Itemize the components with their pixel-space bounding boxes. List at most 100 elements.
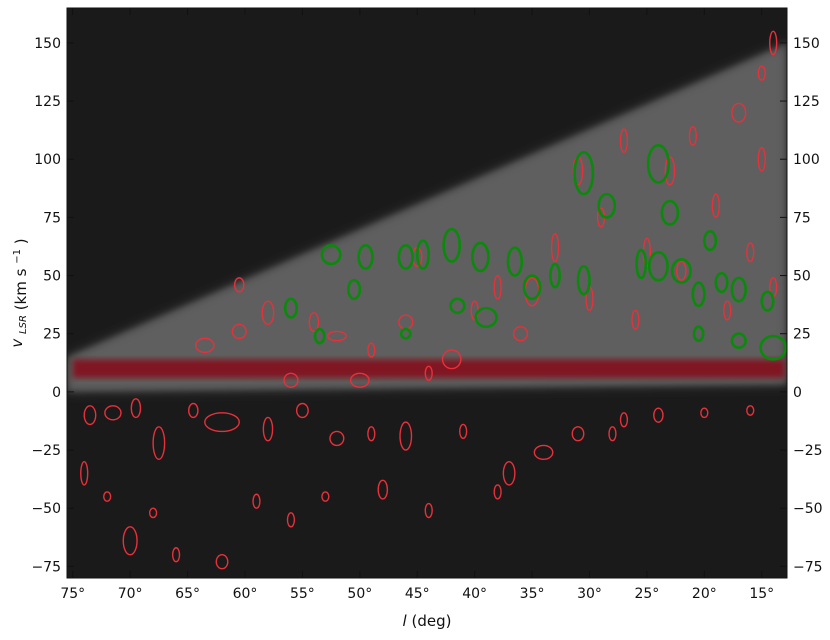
y-tick-label-left: 125 <box>34 94 61 110</box>
red-cloud-ellipse <box>619 128 629 153</box>
green-cloud-ellipse <box>442 227 462 263</box>
red-cloud-ellipse <box>321 491 330 502</box>
red-cloud-ellipse <box>757 65 766 81</box>
y-tick-label-left: 50 <box>43 269 61 285</box>
y-tick-label-right: 50 <box>793 269 811 285</box>
x-tick-label: 35° <box>520 586 545 602</box>
green-cloud-ellipse <box>283 297 298 319</box>
green-cloud-ellipse <box>449 297 466 315</box>
red-cloud-ellipse <box>424 502 433 519</box>
red-cloud-ellipse <box>80 460 89 486</box>
red-cloud-ellipse <box>512 326 529 342</box>
red-cloud-ellipse <box>329 430 345 447</box>
y-tick-label-right: −50 <box>793 501 823 517</box>
red-cloud-ellipse <box>664 156 676 186</box>
red-cloud-ellipse <box>619 412 629 428</box>
green-cloud-ellipse <box>759 334 787 361</box>
y-tick-label-left: 0 <box>52 385 61 401</box>
green-cloud-ellipse <box>730 276 747 303</box>
red-cloud-ellipse <box>152 426 166 461</box>
x-tick-label: 20° <box>692 586 717 602</box>
x-tick-label: 40° <box>462 586 487 602</box>
y-axis-label: v LSR (km s −1 ) <box>6 238 30 347</box>
red-cloud-ellipse <box>571 426 585 442</box>
red-cloud-ellipse <box>122 526 138 556</box>
red-cloud-ellipse <box>261 300 275 326</box>
green-cloud-ellipse <box>635 248 648 280</box>
x-tick-label: 15° <box>749 586 774 602</box>
green-cloud-ellipse <box>573 150 595 196</box>
green-cloud-ellipse <box>399 327 412 340</box>
x-tick-label: 55° <box>290 586 315 602</box>
y-tick-label-right: 125 <box>793 94 820 110</box>
red-cloud-ellipse <box>533 444 554 461</box>
red-cloud-ellipse <box>286 512 296 528</box>
red-cloud-ellipse <box>769 30 778 56</box>
y-tick-label-right: 25 <box>793 327 811 343</box>
red-cloud-ellipse <box>757 146 766 172</box>
axis-ticks: 75° 70° 65° 60° 55° 50° 45° 40° 35° 30° 25° 20° 15° −… <box>31 8 823 602</box>
green-cloud-ellipse <box>471 241 490 273</box>
green-cloud-ellipse <box>691 281 706 308</box>
bright-emission-ridge <box>72 359 785 378</box>
red-cloud-ellipse <box>130 398 142 419</box>
green-cloud-ellipse <box>760 290 775 312</box>
red-cloud-ellipse <box>194 337 215 354</box>
red-cloud-ellipse <box>231 323 247 340</box>
red-cloud-ellipse <box>326 330 347 342</box>
red-cloud-ellipse <box>215 554 229 570</box>
red-cloud-ellipse <box>188 402 199 419</box>
green-cloud-ellipse <box>714 271 729 294</box>
green-cloud-ellipse <box>730 332 747 349</box>
red-cloud-ellipse <box>104 405 122 421</box>
green-cloud-ellipse <box>576 264 591 296</box>
x-axis-label: l (deg) <box>403 612 452 630</box>
y-tick-label-left: 75 <box>43 210 61 226</box>
x-tick-label: 50° <box>347 586 372 602</box>
plot-frame <box>66 7 788 579</box>
red-cloud-ellipse <box>731 102 747 123</box>
red-cloud-ellipse <box>252 493 261 509</box>
green-cloud-ellipse <box>703 230 718 252</box>
green-cloud-ellipse <box>670 257 692 284</box>
red-cloud-ellipses <box>80 30 778 570</box>
red-cloud-ellipse <box>308 312 320 333</box>
green-cloud-ellipses <box>283 143 787 361</box>
y-tick-label-left: 25 <box>43 327 61 343</box>
red-cloud-ellipse <box>700 407 709 419</box>
green-cloud-ellipse <box>522 274 542 301</box>
green-cloud-ellipse <box>320 244 342 266</box>
red-cloud-ellipse <box>688 125 697 146</box>
y-tick-label-right: −75 <box>793 559 823 575</box>
red-cloud-ellipse <box>424 365 433 381</box>
red-cloud-ellipse <box>676 260 687 281</box>
red-cloud-ellipse <box>723 300 732 321</box>
red-cloud-ellipse <box>493 274 502 300</box>
green-cloud-ellipse <box>647 250 669 282</box>
y-tick-label-left: −25 <box>31 443 61 459</box>
green-cloud-ellipse <box>415 239 431 270</box>
red-cloud-ellipse <box>550 232 560 263</box>
emission-map <box>67 42 787 392</box>
red-cloud-ellipse <box>502 460 516 486</box>
green-cloud-ellipse <box>397 244 414 270</box>
x-tick-label: 30° <box>577 586 602 602</box>
red-cloud-ellipse <box>399 421 413 451</box>
x-tick-label: 25° <box>634 586 659 602</box>
red-cloud-ellipse <box>653 407 664 423</box>
green-cloud-ellipse <box>506 246 524 277</box>
red-cloud-ellipse <box>459 423 468 440</box>
red-cloud-ellipse <box>746 242 755 263</box>
diffuse-emission-core <box>67 42 787 392</box>
red-cloud-ellipse <box>711 193 720 219</box>
red-cloud-ellipse <box>233 277 245 293</box>
green-cloud-ellipse <box>357 244 374 270</box>
red-cloud-ellipse <box>83 405 97 426</box>
y-tick-label-right: 0 <box>793 385 802 401</box>
green-cloud-ellipse <box>646 143 671 184</box>
y-tick-label-right: 75 <box>793 210 811 226</box>
green-cloud-ellipse <box>474 306 498 329</box>
green-cloud-ellipse <box>549 262 561 289</box>
y-tick-label-left: −50 <box>31 501 61 517</box>
